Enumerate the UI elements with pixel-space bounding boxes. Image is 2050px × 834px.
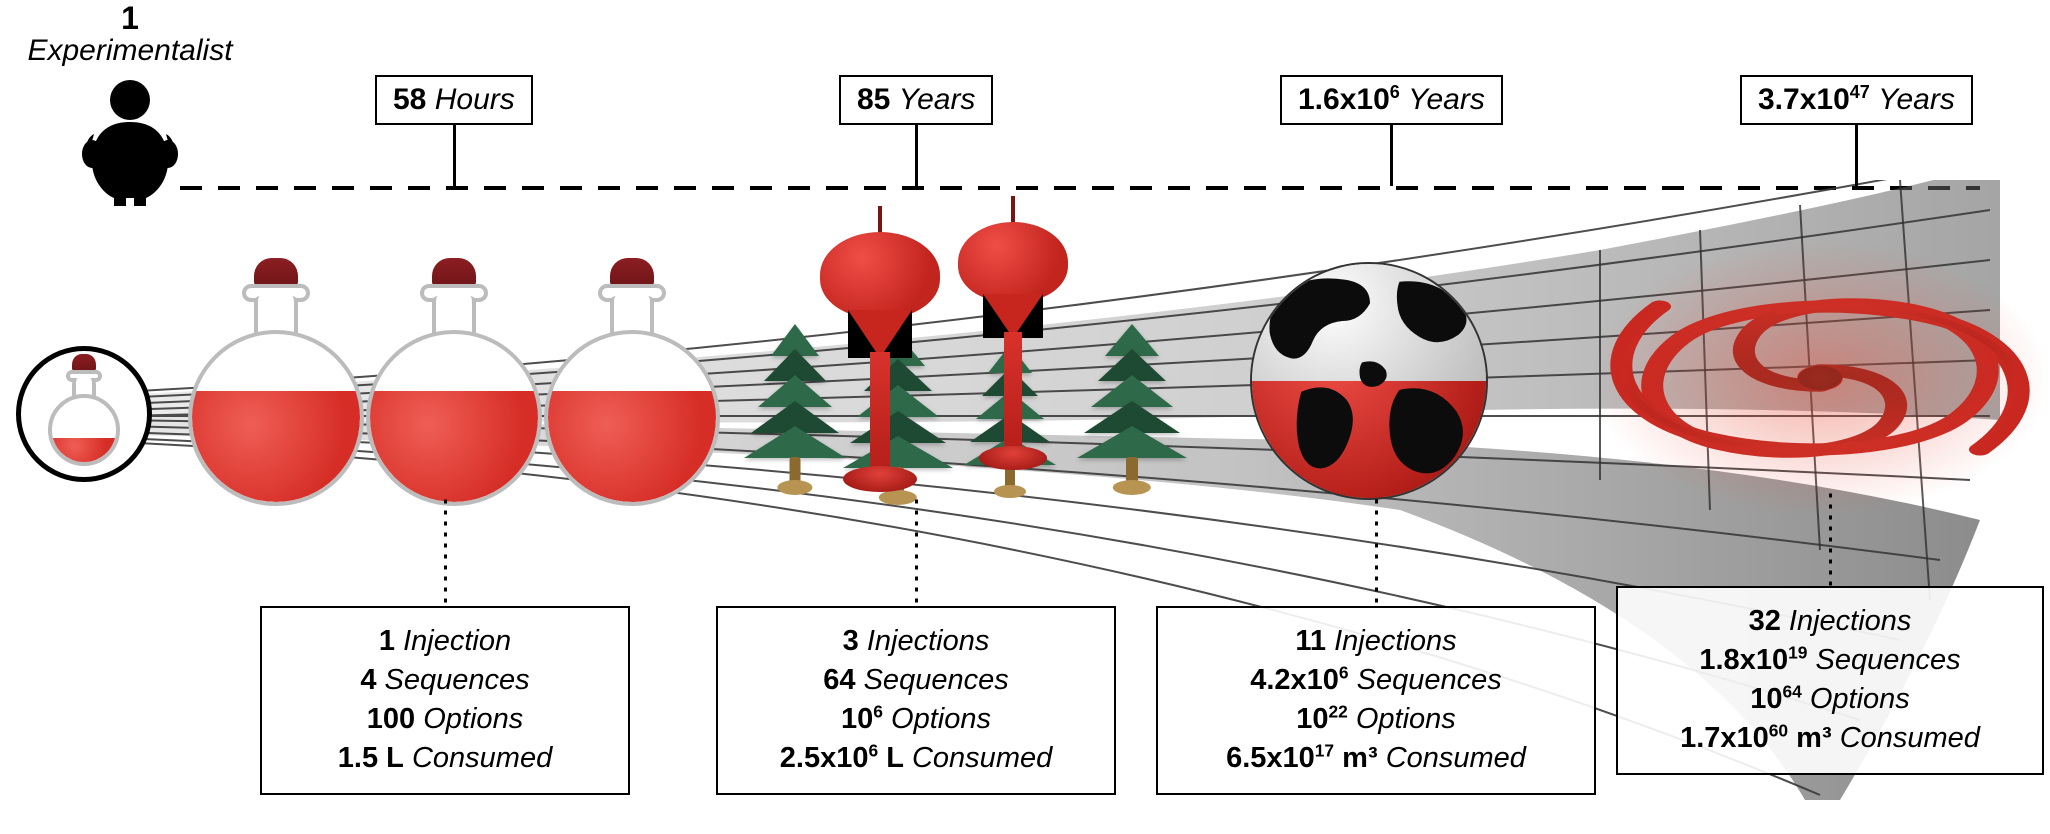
stats-row: 4.2x106 Sequences [1188,661,1564,700]
stage3-globe [1250,262,1488,500]
stats-connector-3 [1375,496,1378,606]
stage1-flask-3 [544,258,720,502]
stats-row: 2.5x106 L Consumed [748,739,1084,778]
stats-row: 32 Injections [1648,602,2012,641]
experimentalist-count: 1 [0,2,260,34]
stage1-flask-1 [188,258,364,502]
time-stem-1 [453,125,456,186]
time-stem-3 [1390,125,1393,186]
time-box-3: 1.6x106 Years [1280,75,1503,125]
stage4-galaxy [1610,268,2030,488]
stats-row: 1.8x1019 Sequences [1648,641,2012,680]
stats-connector-4 [1829,490,1832,586]
time-box-4: 3.7x1047 Years [1740,75,1973,125]
stats-row: 1 Injection [292,622,598,661]
stats-box-2: 3 Injections64 Sequences106 Options2.5x1… [716,606,1116,795]
start-flask [48,354,120,470]
stats-row: 64 Sequences [748,661,1084,700]
time-box-1: 58 Hours [375,75,533,125]
time-stem-4 [1855,125,1858,186]
stats-row: 11 Injections [1188,622,1564,661]
stats-row: 1.7x1060 m³ Consumed [1648,719,2012,758]
time-box-2: 85 Years [839,75,993,125]
stats-row: 3 Injections [748,622,1084,661]
experimentalist-header: 1 Experimentalist [0,2,260,68]
stage2-tower-2 [958,214,1068,504]
stage1-flask-2 [366,258,542,502]
stats-row: 100 Options [292,700,598,739]
stats-connector-2 [915,496,918,606]
globe-landmass-icon [1252,264,1486,498]
stats-box-4: 32 Injections1.8x1019 Sequences1064 Opti… [1616,586,2044,775]
time-stem-2 [915,125,918,186]
stats-row: 1.5 L Consumed [292,739,598,778]
stats-connector-1 [444,496,447,606]
stats-box-1: 1 Injection4 Sequences100 Options1.5 L C… [260,606,630,795]
stats-row: 1022 Options [1188,700,1564,739]
stage2-tree-4 [1072,320,1192,510]
stats-row: 4 Sequences [292,661,598,700]
stats-box-3: 11 Injections4.2x106 Sequences1022 Optio… [1156,606,1596,795]
experimentalist-label: Experimentalist [27,34,232,67]
stats-row: 6.5x1017 m³ Consumed [1188,739,1564,778]
stage2-tower-1 [820,224,940,514]
stats-row: 1064 Options [1648,680,2012,719]
stats-row: 106 Options [748,700,1084,739]
